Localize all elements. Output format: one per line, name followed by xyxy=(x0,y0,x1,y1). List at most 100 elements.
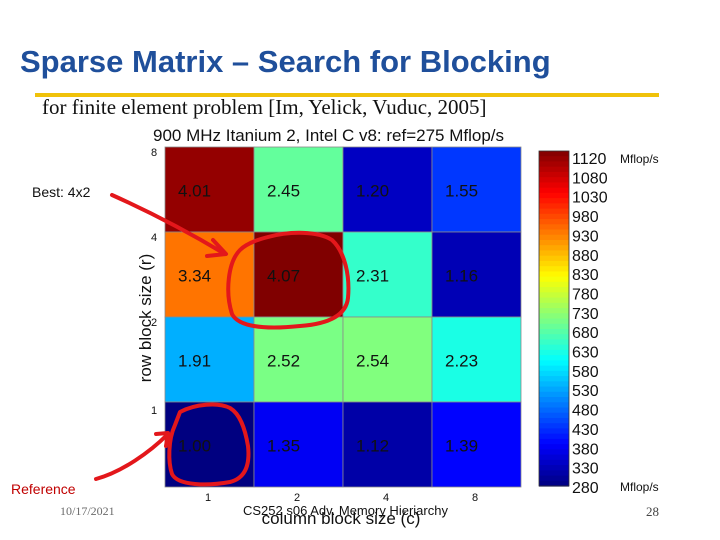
best-circle-annotation xyxy=(226,230,351,330)
y-tick-label: 1 xyxy=(151,405,157,417)
title-underline xyxy=(35,93,659,97)
x-tick-label: 4 xyxy=(383,492,389,504)
heatmap-cell xyxy=(164,146,255,233)
colorbar-segment xyxy=(539,271,569,278)
colorbar-segment xyxy=(539,151,569,157)
x-tick-label: 1 xyxy=(205,492,211,504)
heatmap-cell-label: 1.39 xyxy=(445,437,478,456)
colorbar-tick-label: 1120 xyxy=(572,151,607,168)
heatmap-cell-label: 1.20 xyxy=(356,182,389,201)
colorbar-segment xyxy=(539,239,569,246)
colorbar-segment xyxy=(539,182,569,189)
heatmap-cell-label: 4.01 xyxy=(178,182,211,201)
heatmap-cell-label: 2.45 xyxy=(267,182,300,201)
colorbar-segment xyxy=(539,156,569,163)
heatmap-cell-label: 2.23 xyxy=(445,352,478,371)
colorbar-segment xyxy=(539,433,569,440)
colorbar-segment xyxy=(539,166,569,173)
heatmap-cell-label: 3.34 xyxy=(178,267,211,286)
colorbar-segment xyxy=(539,313,569,320)
best-callout-label: Best: 4x2 xyxy=(32,184,91,200)
colorbar-segment xyxy=(539,459,569,466)
heatmap-cell-label: 2.54 xyxy=(356,352,389,371)
heatmap-cell xyxy=(431,316,522,403)
colorbar-segment xyxy=(539,250,569,257)
heatmap-cell-label: 2.52 xyxy=(267,352,300,371)
colorbar-segment xyxy=(539,391,569,398)
heatmap-cell-label: 1.91 xyxy=(178,352,211,371)
reference-callout-label: Reference xyxy=(11,481,76,497)
colorbar-segment xyxy=(539,229,569,236)
y-tick-label: 4 xyxy=(151,232,157,244)
colorbar-segment xyxy=(539,349,569,356)
page-number: 28 xyxy=(646,504,659,519)
colorbar-segment xyxy=(539,470,569,477)
colorbar-tick-label: 330 xyxy=(572,461,599,478)
colorbar-segment xyxy=(539,171,569,178)
colorbar-tick-label: 980 xyxy=(572,209,599,226)
reference-arrow-annotation xyxy=(94,432,170,481)
heatmap-cell-label: 1.12 xyxy=(356,437,389,456)
colorbar-tick-label: 580 xyxy=(572,364,599,381)
colorbar-tick-label: 680 xyxy=(572,325,599,342)
colorbar-segment xyxy=(539,198,569,204)
colorbar-segment xyxy=(539,428,569,435)
colorbar-segment xyxy=(539,376,569,382)
colorbar-unit-bottom: Mflop/s xyxy=(620,480,659,494)
heatmap-cell-label: 1.16 xyxy=(445,267,478,286)
colorbar-segment xyxy=(539,360,569,367)
colorbar-segment xyxy=(539,449,569,456)
colorbar-segment xyxy=(539,292,569,299)
colorbar-segment xyxy=(539,386,569,393)
colorbar-segment xyxy=(539,203,569,210)
colorbar-tick-label: 480 xyxy=(572,403,599,420)
colorbar-segment xyxy=(539,438,569,445)
y-tick-label: 8 xyxy=(151,147,157,159)
heatmap-cell xyxy=(164,316,255,403)
heatmap-cell-label: 2.31 xyxy=(356,267,389,286)
reference-circle-annotation xyxy=(167,402,251,487)
colorbar-segment xyxy=(539,334,569,341)
colorbar-segment xyxy=(539,318,569,325)
best-arrow-annotation xyxy=(110,193,227,256)
x-tick-label: 2 xyxy=(294,492,300,504)
colorbar-tick-label: 780 xyxy=(572,286,599,303)
colorbar-segment xyxy=(539,255,569,262)
best-arrow-head xyxy=(205,238,228,258)
colorbar-segment xyxy=(539,260,569,267)
reference-arrow-head xyxy=(154,431,170,448)
colorbar-segment xyxy=(539,397,569,403)
colorbar-tick-label: 430 xyxy=(572,422,599,439)
x-tick-label: 8 xyxy=(472,492,478,504)
colorbar-segment xyxy=(539,444,569,450)
colorbar-segment xyxy=(539,287,569,293)
colorbar-segment xyxy=(539,412,569,419)
colorbar-segment xyxy=(539,454,569,461)
colorbar-segment xyxy=(539,365,569,372)
colorbar-tick-label: 880 xyxy=(572,248,599,265)
colorbar-segment xyxy=(539,308,569,314)
colorbar-segment xyxy=(539,402,569,409)
heatmap-cell-label: 1.00 xyxy=(178,437,211,456)
colorbar-segment xyxy=(539,266,569,272)
chart-title: 900 MHz Itanium 2, Intel C v8: ref=275 M… xyxy=(153,126,505,145)
colorbar-segment xyxy=(539,417,569,424)
colorbar-segment xyxy=(539,208,569,215)
colorbar-segment xyxy=(539,465,569,471)
heatmap-cell xyxy=(253,401,344,488)
slide-subtitle: for finite element problem [Im, Yelick, … xyxy=(42,95,487,119)
colorbar-segment xyxy=(539,297,569,304)
heatmap-cell xyxy=(253,146,344,233)
x-axis-label: column block size (c) xyxy=(262,509,421,528)
colorbar-tick-label: 930 xyxy=(572,228,599,245)
colorbar-segment xyxy=(539,213,569,220)
colorbar-tick-label: 1080 xyxy=(572,170,608,187)
colorbar-segment xyxy=(539,224,569,231)
colorbar-segment xyxy=(539,480,569,487)
colorbar-segment xyxy=(539,302,569,309)
colorbar-segment xyxy=(539,234,569,241)
colorbar-segment xyxy=(539,423,569,430)
heatmap-cell xyxy=(431,401,522,488)
slide-title: Sparse Matrix – Search for Blocking xyxy=(20,44,551,79)
